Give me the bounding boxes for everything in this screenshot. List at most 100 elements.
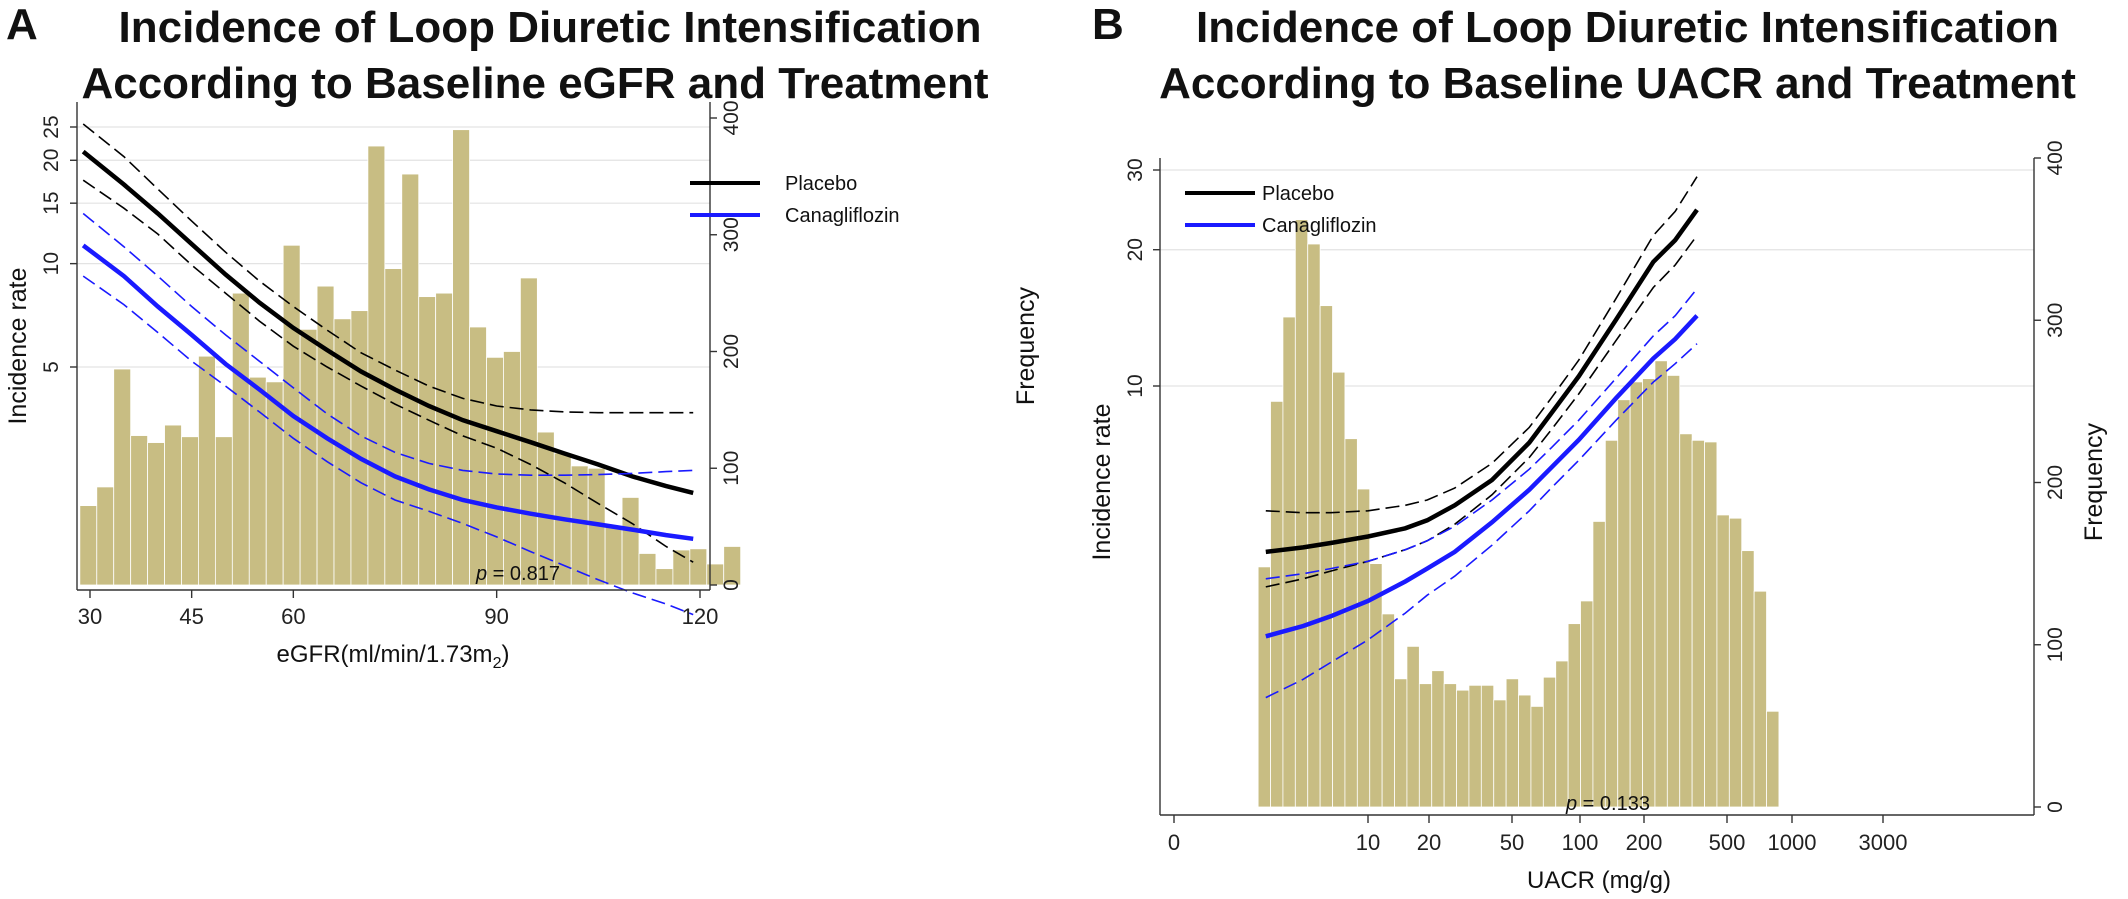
panel-b-title-line-1: Incidence of Loop Diuretic Intensificati…: [1196, 3, 2059, 52]
p-value-b: p = 0.133: [1565, 793, 1650, 815]
histogram-bar-b: [1332, 371, 1346, 808]
x-tick-label-a: 60: [281, 604, 305, 629]
y2-tick-label-b: 100: [2044, 627, 2067, 662]
histogram-bar-b: [1344, 438, 1358, 808]
legend-label-a-1: Canagliflozin: [785, 205, 900, 227]
series-line-a-0: [81, 149, 694, 496]
histogram-bar-b: [1704, 441, 1718, 808]
x-tick-label-b: 1000: [1768, 830, 1817, 855]
y-tick-label-b: 20: [1124, 238, 1147, 261]
ci-lower-b-0: [1265, 235, 1698, 588]
histogram-bar-b: [1468, 684, 1482, 808]
histogram-bar-b: [1282, 316, 1296, 808]
histogram-bar-b: [1617, 399, 1631, 808]
x-tick-label-b: 10: [1356, 830, 1380, 855]
histogram-bar-b: [1418, 683, 1433, 808]
ci-upper-b-1: [1265, 288, 1698, 580]
ci-upper-a-0: [82, 123, 694, 414]
histogram-bar-b: [1530, 706, 1544, 808]
y2-tick-label-b: 0: [2044, 801, 2067, 813]
histogram-bar-b: [1691, 439, 1705, 808]
panel-b-title-line-2: According to Baseline UACR and Treatment: [1159, 59, 2076, 108]
ci-lower-a-1: [82, 275, 694, 616]
histogram-bar-b: [1629, 381, 1643, 808]
histogram-bar-a: [519, 277, 538, 586]
ci-lower-a-0: [82, 179, 694, 563]
legend-label-a-0: Placebo: [785, 173, 857, 195]
x-axis-label-b: UACR (mg/g): [1527, 867, 1671, 894]
legend-label-b-1: Canagliflozin: [1262, 215, 1377, 237]
histogram-bar-b: [1555, 660, 1569, 808]
panel-b-letter: B: [1092, 0, 1124, 49]
x-axis-label-a: eGFR(ml/min/1.73m2): [277, 641, 510, 672]
histogram-bar-b: [1443, 683, 1457, 808]
ci-upper-a-1: [82, 212, 694, 476]
histogram-bar-b: [1580, 600, 1594, 808]
histogram-bar-b: [1505, 678, 1519, 808]
x-tick-label-b: 0: [1168, 830, 1180, 855]
y-axis-label-a: Incidence rate: [4, 267, 32, 424]
y-tick-label-b: 30: [1124, 158, 1147, 181]
y-tick-label-a: 25: [40, 115, 63, 138]
y2-axis-label-a: Frequency: [1012, 286, 1040, 405]
histogram-bar-b: [1406, 645, 1420, 808]
histogram-bar-b: [1716, 514, 1730, 808]
ci-upper-b-0: [1265, 176, 1698, 514]
histogram-bar-b: [1257, 566, 1271, 808]
x-tick-label-b: 500: [1709, 830, 1746, 855]
histogram-bar-b: [1493, 699, 1507, 808]
series-line-b-1: [1265, 314, 1699, 639]
histogram-bar-b: [1679, 433, 1693, 808]
x-tick-label-b: 100: [1562, 830, 1599, 855]
p-value-a: p = 0.817: [475, 563, 560, 585]
y2-tick-label-a: 400: [720, 100, 743, 135]
x-tick-label-b: 200: [1626, 830, 1663, 855]
histogram-bar-b: [1518, 694, 1532, 808]
x-tick-label-b: 20: [1417, 830, 1441, 855]
histogram-bar-b: [1270, 400, 1284, 808]
histogram-bar-b: [1319, 305, 1333, 808]
y-tick-label-a: 5: [40, 361, 63, 373]
panel-a-title-line-1: Incidence of Loop Diuretic Intensificati…: [118, 3, 982, 52]
histogram-bar-b: [1542, 676, 1557, 808]
y2-axis-label-b: Frequency: [2080, 422, 2108, 541]
histogram-bar-b: [1642, 378, 1656, 808]
chart-a: 5 10 15 20 25 0 100 200 300 400 30 45 60 90 120 Inciden…: [4, 100, 1040, 672]
y-tick-label-a: 20: [40, 149, 63, 172]
histogram-bar-b: [1394, 678, 1408, 808]
x-tick-label-a: 45: [179, 604, 203, 629]
y2-tick-label-b: 200: [2044, 465, 2067, 500]
y2-tick-label-a: 200: [720, 334, 743, 369]
series-line-a-1: [81, 243, 694, 542]
histogram-bar-b: [1567, 623, 1581, 808]
histogram-bar-b: [1728, 517, 1743, 808]
y-tick-label-a: 10: [40, 252, 63, 275]
histogram-bar-b: [1753, 590, 1767, 808]
y2-tick-label-a: 300: [720, 217, 743, 252]
x-tick-label-b: 50: [1500, 830, 1524, 855]
histogram-bar-b: [1307, 243, 1321, 808]
y2-tick-label-b: 400: [2044, 140, 2067, 175]
histogram-bar-b: [1431, 670, 1445, 808]
panel-a-title-line-2: According to Baseline eGFR and Treatment: [81, 59, 989, 108]
ci-lower-b-1: [1265, 343, 1698, 699]
y2-tick-label-a: 100: [720, 451, 743, 486]
histogram-bar-b: [1741, 550, 1755, 808]
histogram-bar-b: [1480, 684, 1495, 808]
histogram-bar-a: [723, 546, 742, 586]
histogram-bar-b: [1766, 710, 1780, 808]
histogram-bar-b: [1456, 689, 1470, 808]
y-tick-label-b: 10: [1124, 374, 1147, 397]
y-axis-label-b: Incidence rate: [1088, 403, 1116, 560]
histogram-bar-b: [1666, 375, 1681, 808]
legend-label-b-0: Placebo: [1262, 183, 1334, 205]
panel-a-letter: A: [6, 0, 38, 49]
x-tick-label-a: 120: [682, 604, 719, 629]
y2-tick-label-b: 300: [2044, 303, 2067, 338]
y-tick-label-a: 15: [40, 191, 63, 214]
series-line-b-0: [1265, 208, 1699, 555]
x-tick-label-a: 30: [78, 604, 102, 629]
y2-tick-label-a: 0: [720, 579, 743, 591]
histogram-bar-b: [1604, 439, 1619, 808]
